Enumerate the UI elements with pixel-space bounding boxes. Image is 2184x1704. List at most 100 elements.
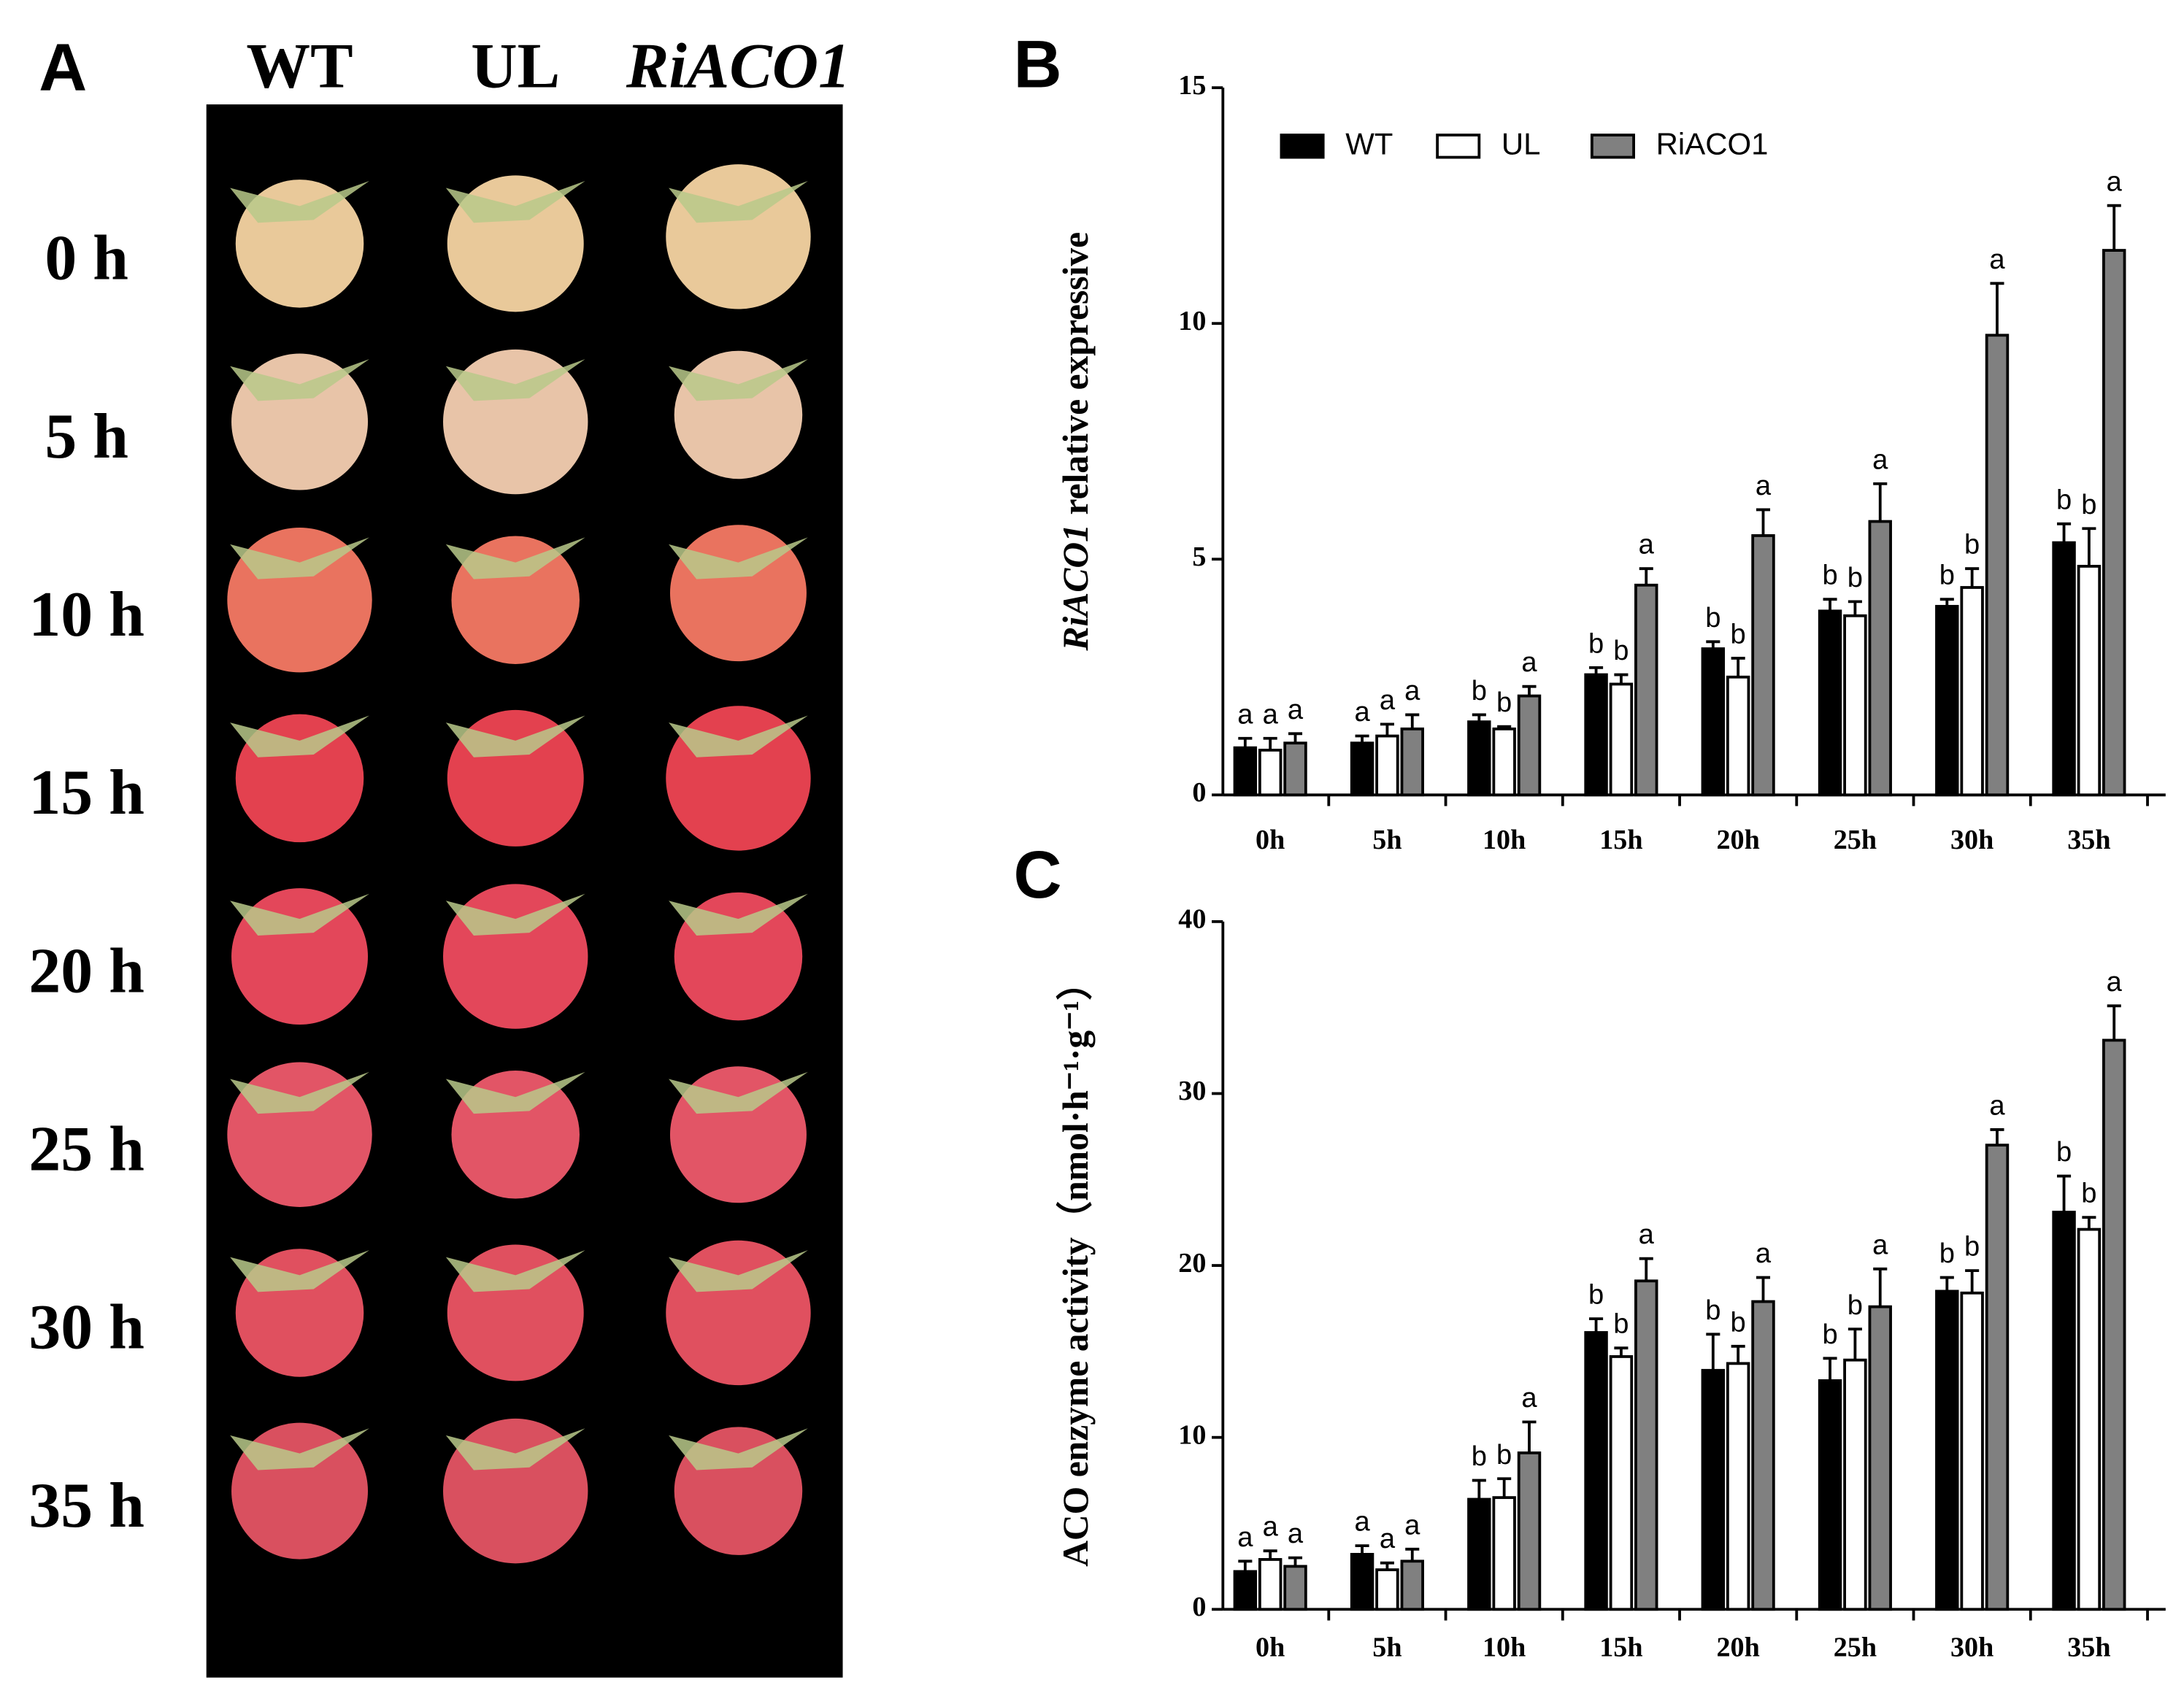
- error-bar: [1706, 640, 1720, 649]
- significance-label: b: [1472, 675, 1487, 706]
- x-tick-label: 20h: [1716, 825, 1759, 855]
- bar: [1868, 1305, 1892, 1611]
- error-bar: [1990, 282, 2004, 336]
- y-axis-label-unit: （nmol·h⁻¹·g⁻¹）: [1056, 964, 1096, 1237]
- error-bar: [1614, 673, 1629, 685]
- y-tick-label: 15: [1178, 70, 1206, 101]
- sepals: [445, 180, 585, 223]
- sepals: [669, 1071, 808, 1114]
- significance-label: b: [1847, 562, 1863, 593]
- error-bar: [1847, 1327, 1862, 1360]
- bar: [1283, 741, 1307, 797]
- significance-label: b: [1705, 1295, 1720, 1326]
- error-bar: [1355, 1544, 1369, 1554]
- bar: [1467, 1497, 1491, 1611]
- significance-label: a: [1639, 529, 1655, 560]
- bar: [2077, 1227, 2102, 1611]
- significance-label: a: [1756, 1238, 1772, 1269]
- y-tick-label: 10: [1178, 306, 1206, 336]
- significance-label: b: [2056, 1136, 2072, 1168]
- y-axis-label: RiACO1 relative expressive: [1056, 232, 1096, 652]
- row-label: 5 h: [45, 401, 128, 471]
- bar: [1818, 609, 1842, 797]
- y-axis-label-text: ACO enzyme activity: [1056, 1237, 1096, 1567]
- error-bar: [1639, 567, 1653, 585]
- significance-label: a: [2107, 166, 2123, 197]
- significance-label: a: [1237, 698, 1253, 730]
- sepals: [445, 715, 585, 757]
- legend-swatch: [1436, 134, 1481, 159]
- x-tick-label: 0h: [1256, 1632, 1285, 1662]
- error-bar: [2082, 1216, 2096, 1230]
- sepals: [230, 1250, 369, 1292]
- y-tick-label: 0: [1192, 1592, 1206, 1622]
- error-bar: [1731, 1344, 1745, 1364]
- significance-label: a: [1521, 647, 1537, 678]
- error-bar: [1614, 1346, 1629, 1357]
- bar: [1960, 586, 1984, 797]
- bar: [2052, 541, 2076, 797]
- sepals: [445, 1250, 585, 1292]
- error-bar: [1965, 567, 1980, 588]
- sepals: [669, 537, 808, 579]
- sepals: [669, 715, 808, 757]
- bar: [1960, 1291, 1984, 1611]
- error-bar: [2082, 527, 2096, 566]
- significance-label: b: [1472, 1441, 1487, 1472]
- y-tick-label: 10: [1178, 1419, 1206, 1450]
- bar: [1985, 334, 2010, 797]
- significance-label: b: [2081, 1178, 2096, 1209]
- error-bar: [1939, 1276, 1954, 1292]
- bar: [1868, 520, 1892, 797]
- bar: [1634, 583, 1658, 797]
- error-bar: [1706, 1333, 1720, 1370]
- significance-label: a: [1380, 685, 1396, 716]
- bar: [1751, 1300, 1775, 1611]
- error-bar: [1497, 1477, 1512, 1498]
- panel-label: C: [1014, 838, 1062, 912]
- error-bar: [1288, 732, 1303, 744]
- bar: [1233, 1570, 1258, 1611]
- significance-label: b: [1822, 560, 1837, 591]
- bar: [1375, 1568, 1399, 1611]
- sepals: [669, 180, 808, 223]
- bar: [1726, 1362, 1750, 1611]
- error-bar: [1965, 1269, 1980, 1293]
- significance-label: a: [1756, 470, 1772, 501]
- significance-label: a: [1872, 1229, 1888, 1260]
- significance-label: b: [2056, 484, 2072, 515]
- error-bar: [1639, 1257, 1653, 1281]
- error-bar: [2057, 1174, 2072, 1213]
- panel-label: A: [39, 30, 87, 104]
- y-tick-label: 40: [1178, 904, 1206, 935]
- bar: [1935, 1289, 1959, 1611]
- bar: [1701, 1368, 1726, 1611]
- error-bar: [2107, 1004, 2121, 1041]
- error-bar: [1873, 1267, 1888, 1307]
- bar: [1985, 1144, 2010, 1611]
- sepals: [230, 180, 369, 223]
- bar: [1350, 741, 1374, 797]
- error-bar: [1263, 736, 1277, 750]
- bar: [1935, 604, 1959, 797]
- error-bar: [1472, 1479, 1486, 1500]
- y-tick-label: 0: [1192, 777, 1206, 808]
- error-bar: [1288, 1556, 1303, 1567]
- row-label: 20 h: [28, 935, 144, 1006]
- bar: [1400, 727, 1424, 797]
- significance-label: b: [1822, 1319, 1837, 1350]
- bar: [2102, 249, 2126, 797]
- error-bar: [1589, 1317, 1604, 1333]
- bar: [1843, 1358, 1867, 1611]
- significance-label: b: [1964, 529, 1980, 560]
- legend-label: RiACO1: [1656, 126, 1769, 161]
- x-tick-label: 15h: [1599, 1632, 1642, 1662]
- bar: [1726, 675, 1750, 797]
- error-bar: [1939, 598, 1954, 606]
- bar: [2052, 1211, 2076, 1611]
- x-tick-label: 5h: [1372, 1632, 1401, 1662]
- sepals: [445, 1428, 585, 1470]
- row-label: 30 h: [28, 1292, 144, 1362]
- bar: [1609, 1355, 1634, 1611]
